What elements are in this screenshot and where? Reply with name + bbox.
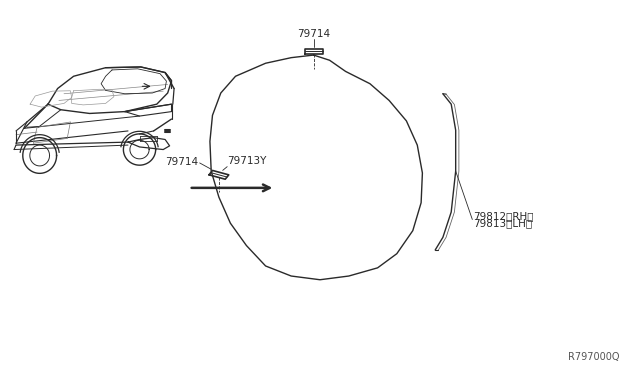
Text: 79813〈LH〉: 79813〈LH〉 bbox=[474, 218, 532, 228]
Text: R797000Q: R797000Q bbox=[568, 352, 620, 362]
Text: 79714: 79714 bbox=[297, 29, 330, 39]
Text: 79812〈RH〉: 79812〈RH〉 bbox=[474, 211, 534, 221]
Text: 79713Y: 79713Y bbox=[227, 155, 267, 166]
Text: 79714: 79714 bbox=[165, 157, 198, 167]
